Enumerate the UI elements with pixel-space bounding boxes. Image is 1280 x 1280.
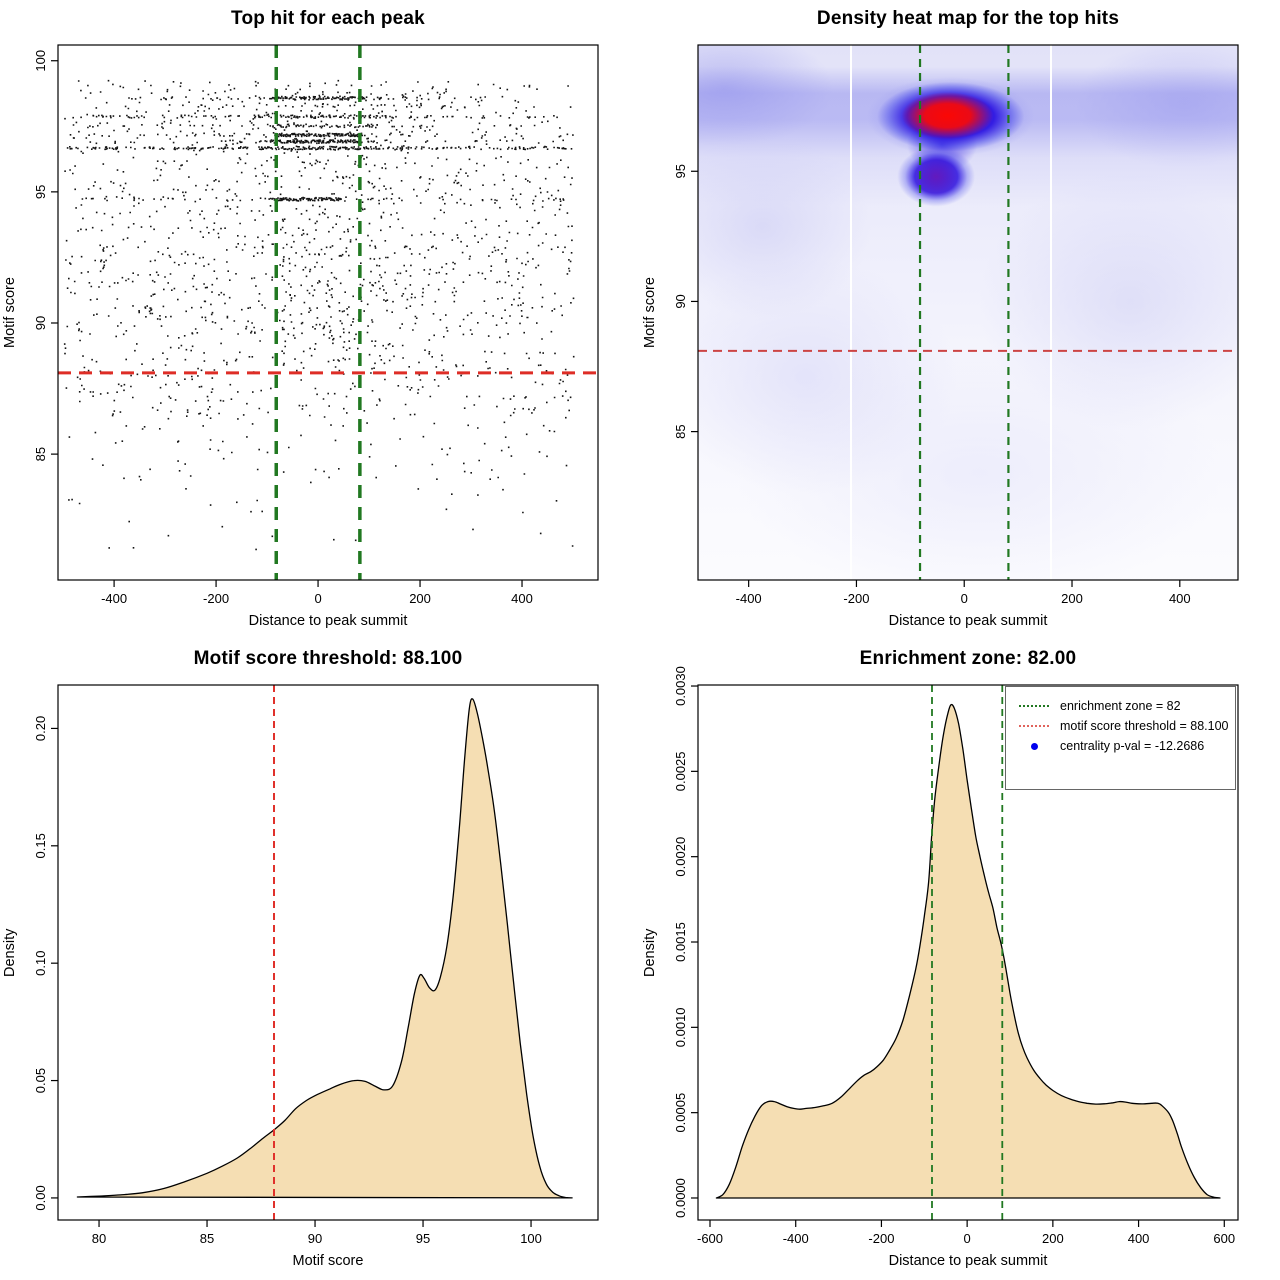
- svg-text:0.20: 0.20: [33, 716, 48, 741]
- svg-text:0: 0: [961, 591, 968, 606]
- svg-text:85: 85: [33, 447, 48, 461]
- svg-text:600: 600: [1213, 1231, 1235, 1246]
- svg-text:-200: -200: [203, 591, 229, 606]
- heatmap-surface: [698, 45, 1238, 580]
- heatmap-grid-gap: [849, 45, 852, 580]
- legend-item-label: motif score threshold = 88.100: [1060, 719, 1229, 733]
- svg-text:200: 200: [1061, 591, 1083, 606]
- svg-text:95: 95: [33, 185, 48, 199]
- svg-text:0.0025: 0.0025: [673, 751, 688, 791]
- panel-density-motif: Motif score threshold: 88.100 Density 80…: [0, 640, 640, 1280]
- legend-dot-swatch: [1018, 742, 1050, 750]
- panel-heatmap: Density heat map for the top hits Motif …: [640, 0, 1280, 640]
- panel-heatmap-title: Density heat map for the top hits: [816, 8, 1120, 29]
- svg-text:95: 95: [673, 164, 688, 178]
- svg-text:-600: -600: [697, 1231, 723, 1246]
- svg-text:0.0020: 0.0020: [673, 837, 688, 877]
- legend: enrichment zone = 82 motif score threshol…: [1005, 686, 1236, 790]
- svg-text:-200: -200: [868, 1231, 894, 1246]
- legend-item: motif score threshold = 88.100: [1006, 716, 1235, 736]
- svg-text:-400: -400: [101, 591, 127, 606]
- svg-text:95: 95: [416, 1231, 430, 1246]
- panel-density-motif-plot: 80 85 90 95 100 0.00 0.05 0.10 0.15 0.20: [33, 684, 599, 1246]
- svg-text:0: 0: [964, 1231, 971, 1246]
- svg-text:100: 100: [33, 50, 48, 72]
- svg-text:0.0000: 0.0000: [673, 1178, 688, 1218]
- legend-item-label: enrichment zone = 82: [1060, 699, 1181, 713]
- svg-text:85: 85: [200, 1231, 214, 1246]
- svg-text:200: 200: [1042, 1231, 1064, 1246]
- panel-density-distance-xlabel: Distance to peak summit: [888, 1253, 1048, 1269]
- svg-text:90: 90: [33, 316, 48, 330]
- legend-item: centrality p-val = -12.2686: [1006, 736, 1235, 756]
- panel-scatter-xlabel: Distance to peak summit: [248, 613, 408, 629]
- svg-text:200: 200: [409, 591, 431, 606]
- svg-text:0.05: 0.05: [33, 1068, 48, 1093]
- panel-density-motif-xlabel: Motif score: [292, 1253, 364, 1269]
- panel-scatter: Top hit for each peak Motif score -400 -2…: [0, 0, 640, 640]
- svg-text:0.10: 0.10: [33, 951, 48, 976]
- svg-text:100: 100: [520, 1231, 542, 1246]
- svg-text:400: 400: [1128, 1231, 1150, 1246]
- legend-item-label: centrality p-val = -12.2686: [1060, 739, 1205, 753]
- svg-text:0.0030: 0.0030: [673, 666, 688, 706]
- svg-text:0.0005: 0.0005: [673, 1093, 688, 1133]
- svg-text:0.15: 0.15: [33, 833, 48, 858]
- panel-heatmap-plot: -400 -200 0 200 400 85 90 95: [673, 44, 1239, 606]
- heatmap-grid-gap: [1049, 45, 1052, 580]
- panel-heatmap-xlabel: Distance to peak summit: [888, 613, 1048, 629]
- svg-text:0.00: 0.00: [33, 1185, 48, 1210]
- panel-scatter-plot: -400 -200 0 200 400 85 90 95 100: [33, 44, 599, 606]
- panel-density-distance-plot: -600 -400 -200 0 200 400 600 0.0000 0.0005 0.0010…: [673, 666, 1239, 1246]
- svg-text:90: 90: [673, 294, 688, 308]
- panel-density-distance: Enrichment zone: 82.00 Density -600 -400-…: [640, 640, 1280, 1280]
- svg-text:90: 90: [308, 1231, 322, 1246]
- svg-text:80: 80: [92, 1231, 106, 1246]
- svg-text:400: 400: [511, 591, 533, 606]
- svg-text:-400: -400: [783, 1231, 809, 1246]
- legend-line-swatch: [1018, 705, 1050, 707]
- svg-text:0.0015: 0.0015: [673, 922, 688, 962]
- svg-text:0.0010: 0.0010: [673, 1007, 688, 1047]
- legend-item: enrichment zone = 82: [1006, 696, 1235, 716]
- svg-text:400: 400: [1169, 591, 1191, 606]
- svg-text:0: 0: [314, 591, 321, 606]
- svg-text:85: 85: [673, 424, 688, 438]
- panel-density-distance-title: Enrichment zone: 82.00: [859, 648, 1077, 669]
- legend-line-swatch: [1018, 725, 1050, 727]
- panel-density-motif-title: Motif score threshold: 88.100: [193, 648, 463, 669]
- svg-text:-200: -200: [843, 591, 869, 606]
- svg-text:-400: -400: [736, 591, 762, 606]
- panel-scatter-title: Top hit for each peak: [231, 8, 425, 29]
